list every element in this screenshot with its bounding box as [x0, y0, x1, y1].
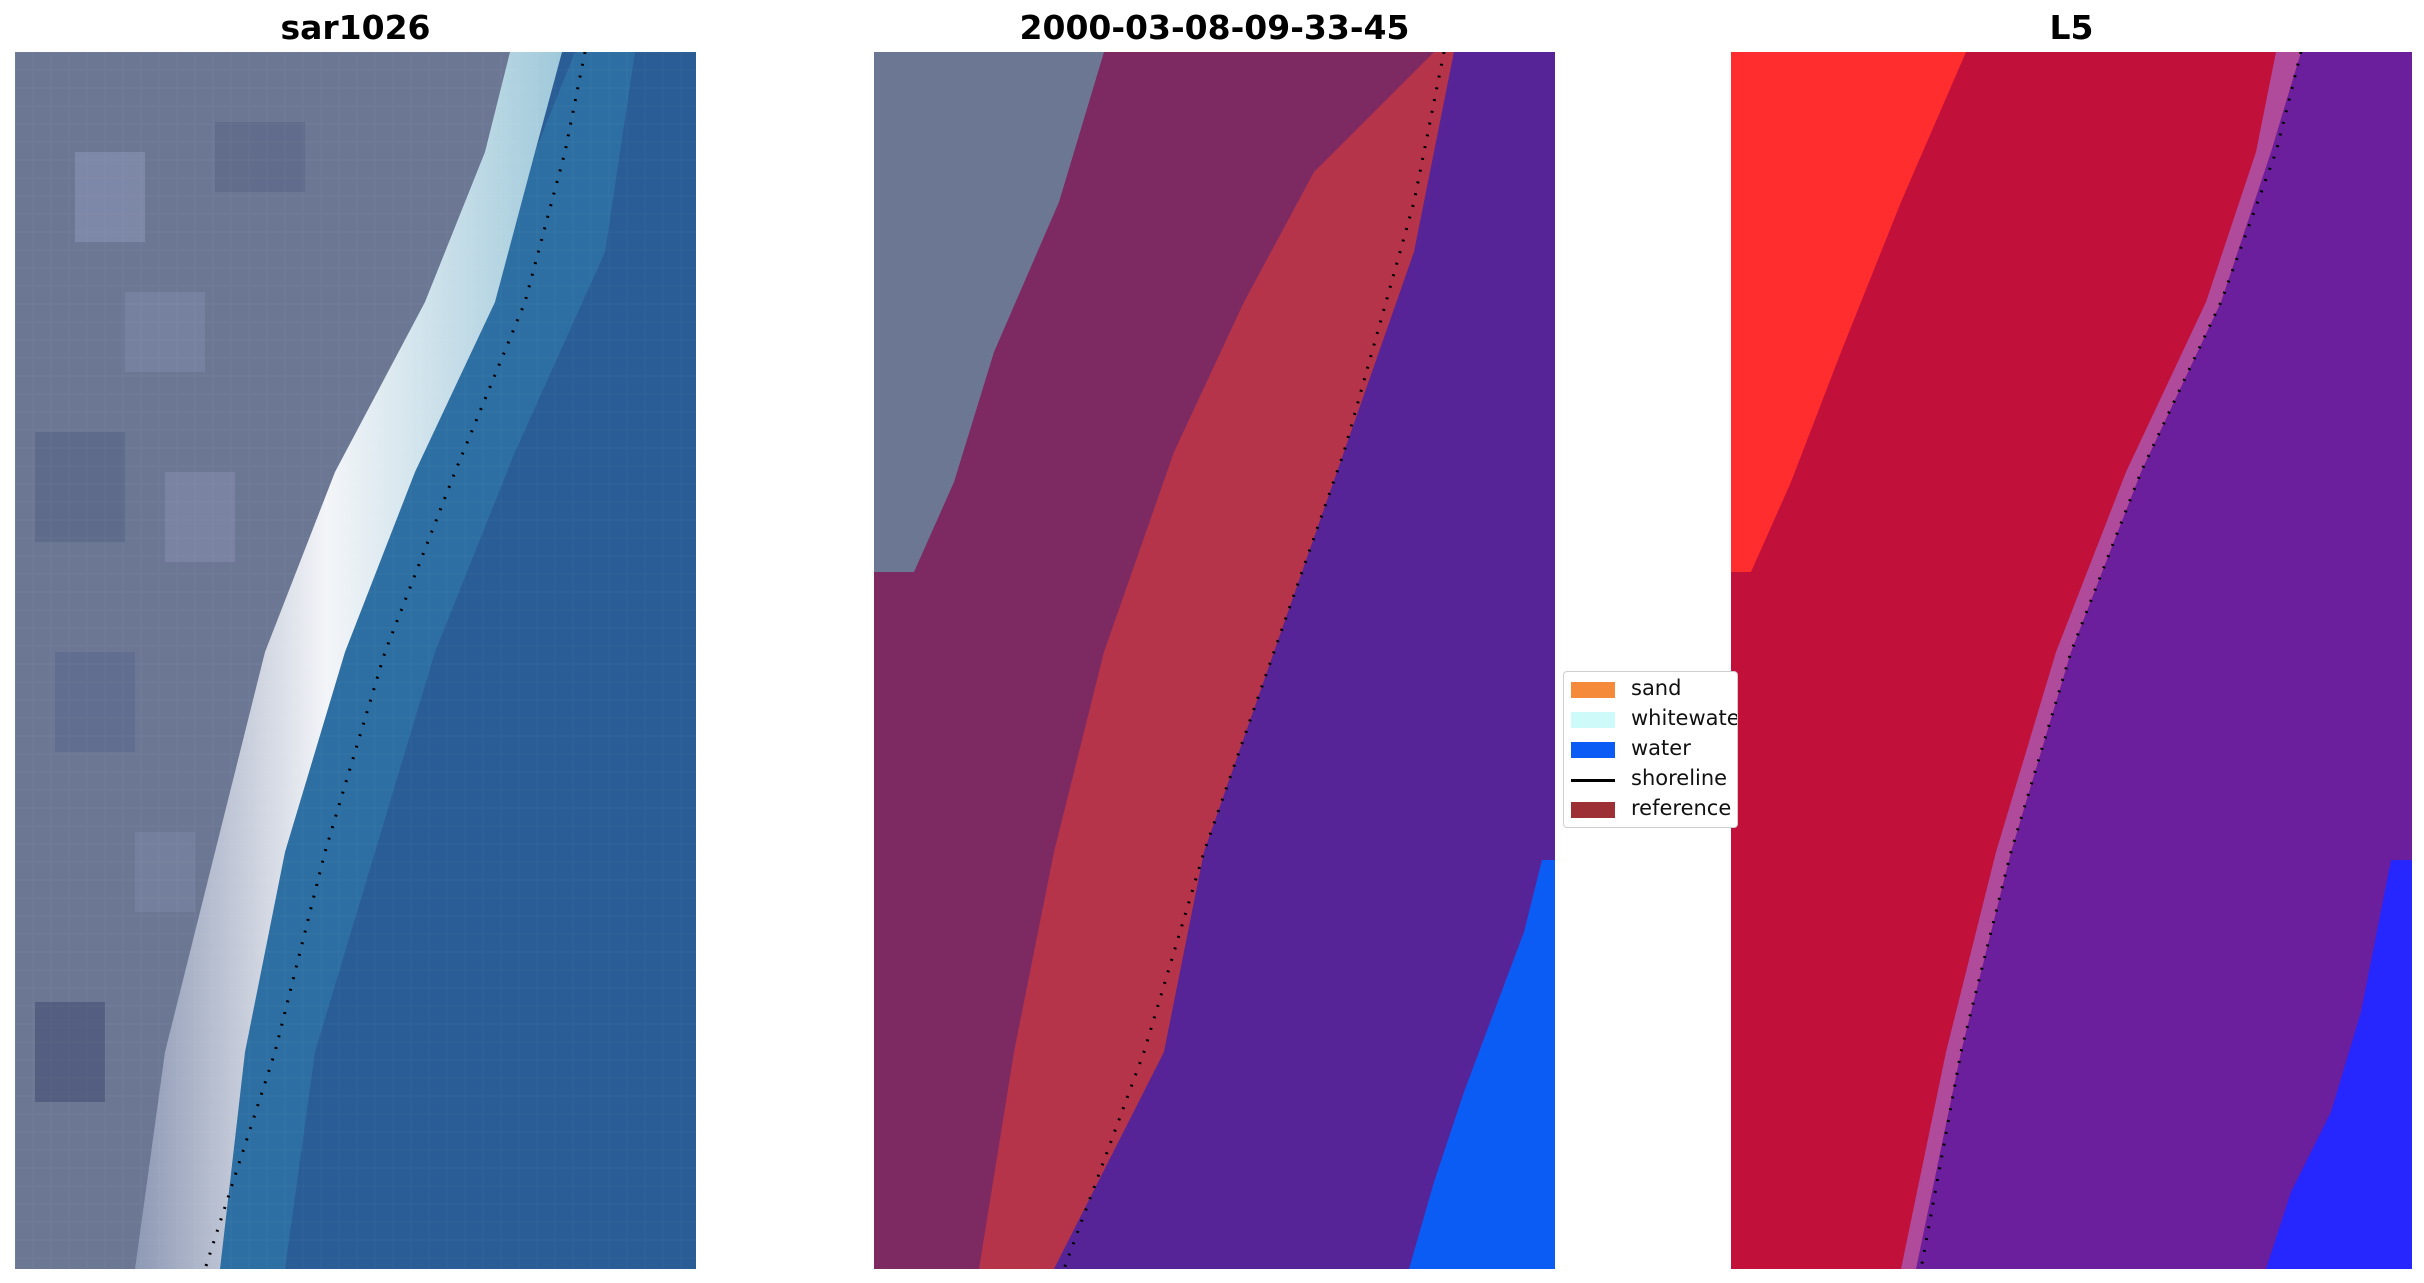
- class-water: [1409, 860, 1555, 1269]
- index-sea: [1916, 52, 2412, 1269]
- sand-swatch: [1571, 682, 1615, 698]
- shoreline-line-swatch: [1571, 779, 1615, 782]
- legend: sand whitewater water shoreline referenc…: [1563, 671, 1738, 828]
- legend-item-whitewater: whitewater: [1564, 704, 1738, 734]
- water-swatch: [1571, 742, 1615, 758]
- class-reference: [979, 52, 1454, 1269]
- legend-label: sand: [1631, 676, 1682, 700]
- unclassified-land: [874, 52, 1104, 572]
- panel-title-sar: sar1026: [280, 8, 431, 47]
- legend-item-water: water: [1564, 734, 1737, 764]
- rgb-image: [15, 52, 696, 1269]
- class-sea: [1054, 52, 1555, 1269]
- index-blue: [2266, 860, 2412, 1269]
- panel-title-l5: L5: [2049, 8, 2094, 47]
- shoreline-dots-2: [1062, 52, 1446, 1269]
- index-image-panel: [1731, 52, 2412, 1269]
- index-bright-land: [1731, 52, 1966, 572]
- whitewater-swatch: [1571, 712, 1615, 728]
- reference-swatch: [1571, 802, 1615, 818]
- legend-item-reference: reference: [1564, 794, 1737, 824]
- classified-image-panel: [874, 52, 1555, 1269]
- index-image: [1731, 52, 2412, 1269]
- rgb-image-panel: [15, 52, 696, 1269]
- legend-label: water: [1631, 736, 1691, 760]
- legend-label: reference: [1631, 796, 1732, 820]
- legend-item-shoreline: shoreline: [1564, 764, 1737, 794]
- legend-label: shoreline: [1631, 766, 1728, 790]
- legend-label: whitewater: [1631, 706, 1738, 730]
- classified-image: [874, 52, 1555, 1269]
- legend-item-sand: sand: [1564, 674, 1737, 704]
- panel-title-date: 2000-03-08-09-33-45: [1019, 8, 1410, 47]
- index-transition: [1901, 52, 2301, 1269]
